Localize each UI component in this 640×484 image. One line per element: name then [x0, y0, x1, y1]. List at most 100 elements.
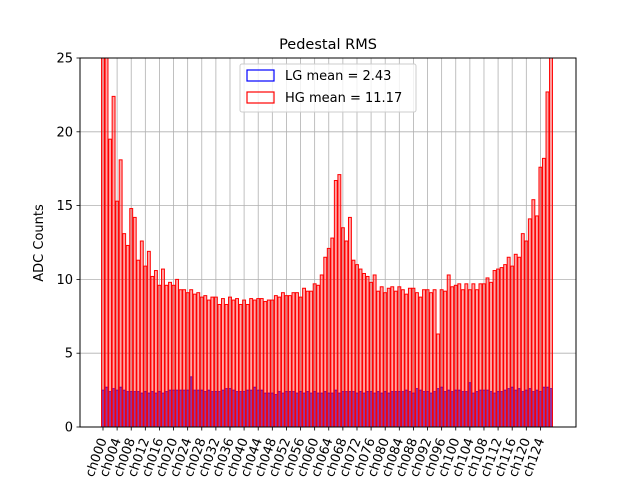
hg-bar	[309, 290, 314, 428]
y-tick-label: 25	[56, 52, 73, 67]
y-tick-label: 20	[56, 125, 73, 140]
hg-bar	[122, 233, 127, 428]
hg-bar	[125, 244, 130, 428]
y-tick-label: 15	[56, 199, 73, 214]
hg-bar	[249, 298, 254, 428]
hg-bar	[411, 287, 416, 428]
hg-bar	[203, 295, 208, 428]
hg-bar	[199, 296, 204, 428]
hg-bar	[139, 240, 144, 428]
hg-bar	[118, 159, 123, 428]
hg-bar	[270, 299, 275, 428]
hg-bar	[467, 289, 472, 428]
hg-bar	[171, 284, 176, 428]
hg-bar	[429, 292, 434, 428]
hg-bar	[376, 290, 381, 428]
hg-bar	[545, 91, 550, 428]
hg-bar	[474, 289, 479, 428]
hg-bar	[129, 208, 134, 428]
hg-bar	[393, 290, 398, 428]
legend-box	[239, 63, 417, 113]
hg-bar	[460, 289, 465, 428]
hg-bar	[326, 247, 331, 428]
hg-bar	[541, 157, 546, 428]
hg-bar	[478, 283, 483, 428]
hg-bar	[312, 283, 317, 428]
hg-bar	[288, 295, 292, 428]
hg-bar	[358, 268, 363, 428]
hg-bar	[453, 284, 458, 428]
hg-bar	[266, 299, 271, 428]
hg-bar	[323, 256, 328, 428]
hg-bar	[340, 227, 345, 428]
hg-bar	[404, 293, 409, 428]
hg-bar	[503, 264, 508, 428]
legend-label-lg: LG mean = 2.43	[285, 69, 391, 84]
hg-bar	[418, 296, 423, 428]
hg-bar	[485, 277, 490, 428]
y-tick-label: 0	[65, 421, 73, 436]
hg-bar	[280, 292, 285, 428]
y-axis: 0 5 10 15 20 25	[56, 52, 80, 436]
hg-bar	[496, 268, 501, 428]
hg-bar	[510, 265, 515, 428]
hg-bar	[143, 265, 148, 428]
hg-bar	[446, 274, 451, 428]
hg-bar	[517, 256, 522, 428]
hg-bar	[238, 303, 243, 428]
chart-title: Pedestal RMS	[279, 37, 377, 53]
hg-bar	[506, 256, 511, 428]
hg-bar	[210, 296, 215, 428]
hg-bar	[422, 289, 426, 428]
hg-bar	[178, 289, 183, 428]
hg-bar	[213, 296, 218, 428]
y-axis-label: ADC Counts	[32, 204, 47, 282]
hg-bar	[150, 275, 155, 428]
hg-bar	[372, 274, 377, 428]
hg-bar	[235, 298, 239, 428]
hg-bar	[344, 240, 349, 428]
hg-bar	[397, 286, 402, 428]
hg-bar	[302, 287, 307, 428]
hg-bar	[206, 299, 211, 428]
hg-bar	[432, 289, 437, 428]
hg-bar	[457, 283, 462, 428]
hg-bar	[231, 299, 236, 428]
hg-bar	[224, 303, 229, 428]
hg-bar	[298, 296, 303, 428]
x-axis: ch000ch004ch008ch012ch016ch020ch024ch028…	[83, 427, 548, 479]
hg-bar	[513, 253, 518, 428]
hg-bar	[245, 303, 250, 428]
hg-bar	[256, 298, 261, 428]
hg-bar	[101, 57, 105, 428]
hg-bar	[153, 270, 158, 428]
hg-bar	[319, 274, 324, 428]
hg-bar	[104, 57, 109, 428]
hg-bar	[330, 237, 335, 428]
hg-bar	[164, 284, 169, 428]
hg-bar	[390, 286, 395, 428]
hg-bar	[108, 138, 113, 428]
bars-layer	[101, 57, 553, 428]
hg-bar	[464, 283, 469, 428]
hg-bar	[337, 174, 342, 428]
hg-bar	[252, 299, 257, 428]
hg-bar	[492, 270, 497, 428]
hg-bar	[369, 281, 374, 428]
legend-swatch-lg	[246, 69, 275, 82]
legend-swatch-hg	[246, 91, 275, 104]
hg-bar	[291, 292, 296, 428]
hg-bar	[168, 281, 172, 428]
grid-layer	[80, 57, 576, 428]
hg-bar	[115, 200, 120, 428]
hg-bar	[355, 264, 359, 428]
hg-bar	[439, 289, 444, 428]
hg-bar	[305, 290, 310, 428]
hg-bar	[347, 216, 352, 428]
hg-bar	[192, 293, 197, 428]
hg-bar	[443, 290, 448, 428]
hg-bar	[520, 233, 525, 428]
legend: LG mean = 2.43 HG mean = 11.17	[239, 63, 417, 113]
hg-bar	[386, 287, 391, 428]
